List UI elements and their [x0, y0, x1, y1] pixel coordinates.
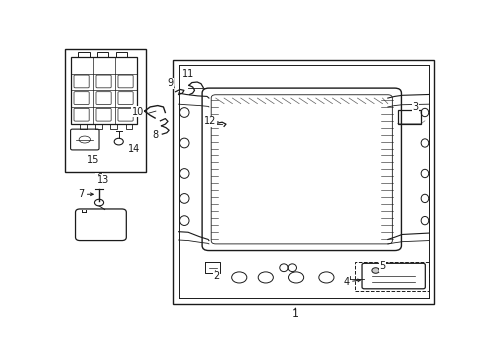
- Text: 4: 4: [343, 276, 349, 287]
- Bar: [97, 52, 108, 57]
- Text: 15: 15: [87, 155, 100, 165]
- Bar: [354, 262, 428, 291]
- Text: 8: 8: [152, 130, 158, 140]
- Bar: [125, 123, 132, 129]
- Text: 2: 2: [213, 271, 219, 281]
- Text: 11: 11: [182, 69, 194, 79]
- Bar: [65, 49, 146, 172]
- Text: 7: 7: [78, 189, 84, 199]
- Bar: [397, 110, 420, 123]
- Text: 10: 10: [131, 107, 143, 117]
- Text: 13: 13: [97, 175, 109, 185]
- Bar: [78, 52, 89, 57]
- Bar: [95, 123, 102, 129]
- Bar: [116, 52, 127, 57]
- Text: 6: 6: [96, 173, 102, 183]
- Bar: [80, 123, 87, 129]
- Text: 12: 12: [203, 116, 216, 126]
- Text: 1: 1: [291, 309, 298, 319]
- Text: 14: 14: [127, 144, 140, 154]
- Text: 9: 9: [167, 78, 173, 89]
- Text: 5: 5: [378, 261, 385, 271]
- Circle shape: [371, 268, 379, 273]
- Bar: [110, 123, 117, 129]
- Bar: [70, 57, 137, 123]
- Text: 3: 3: [411, 102, 418, 112]
